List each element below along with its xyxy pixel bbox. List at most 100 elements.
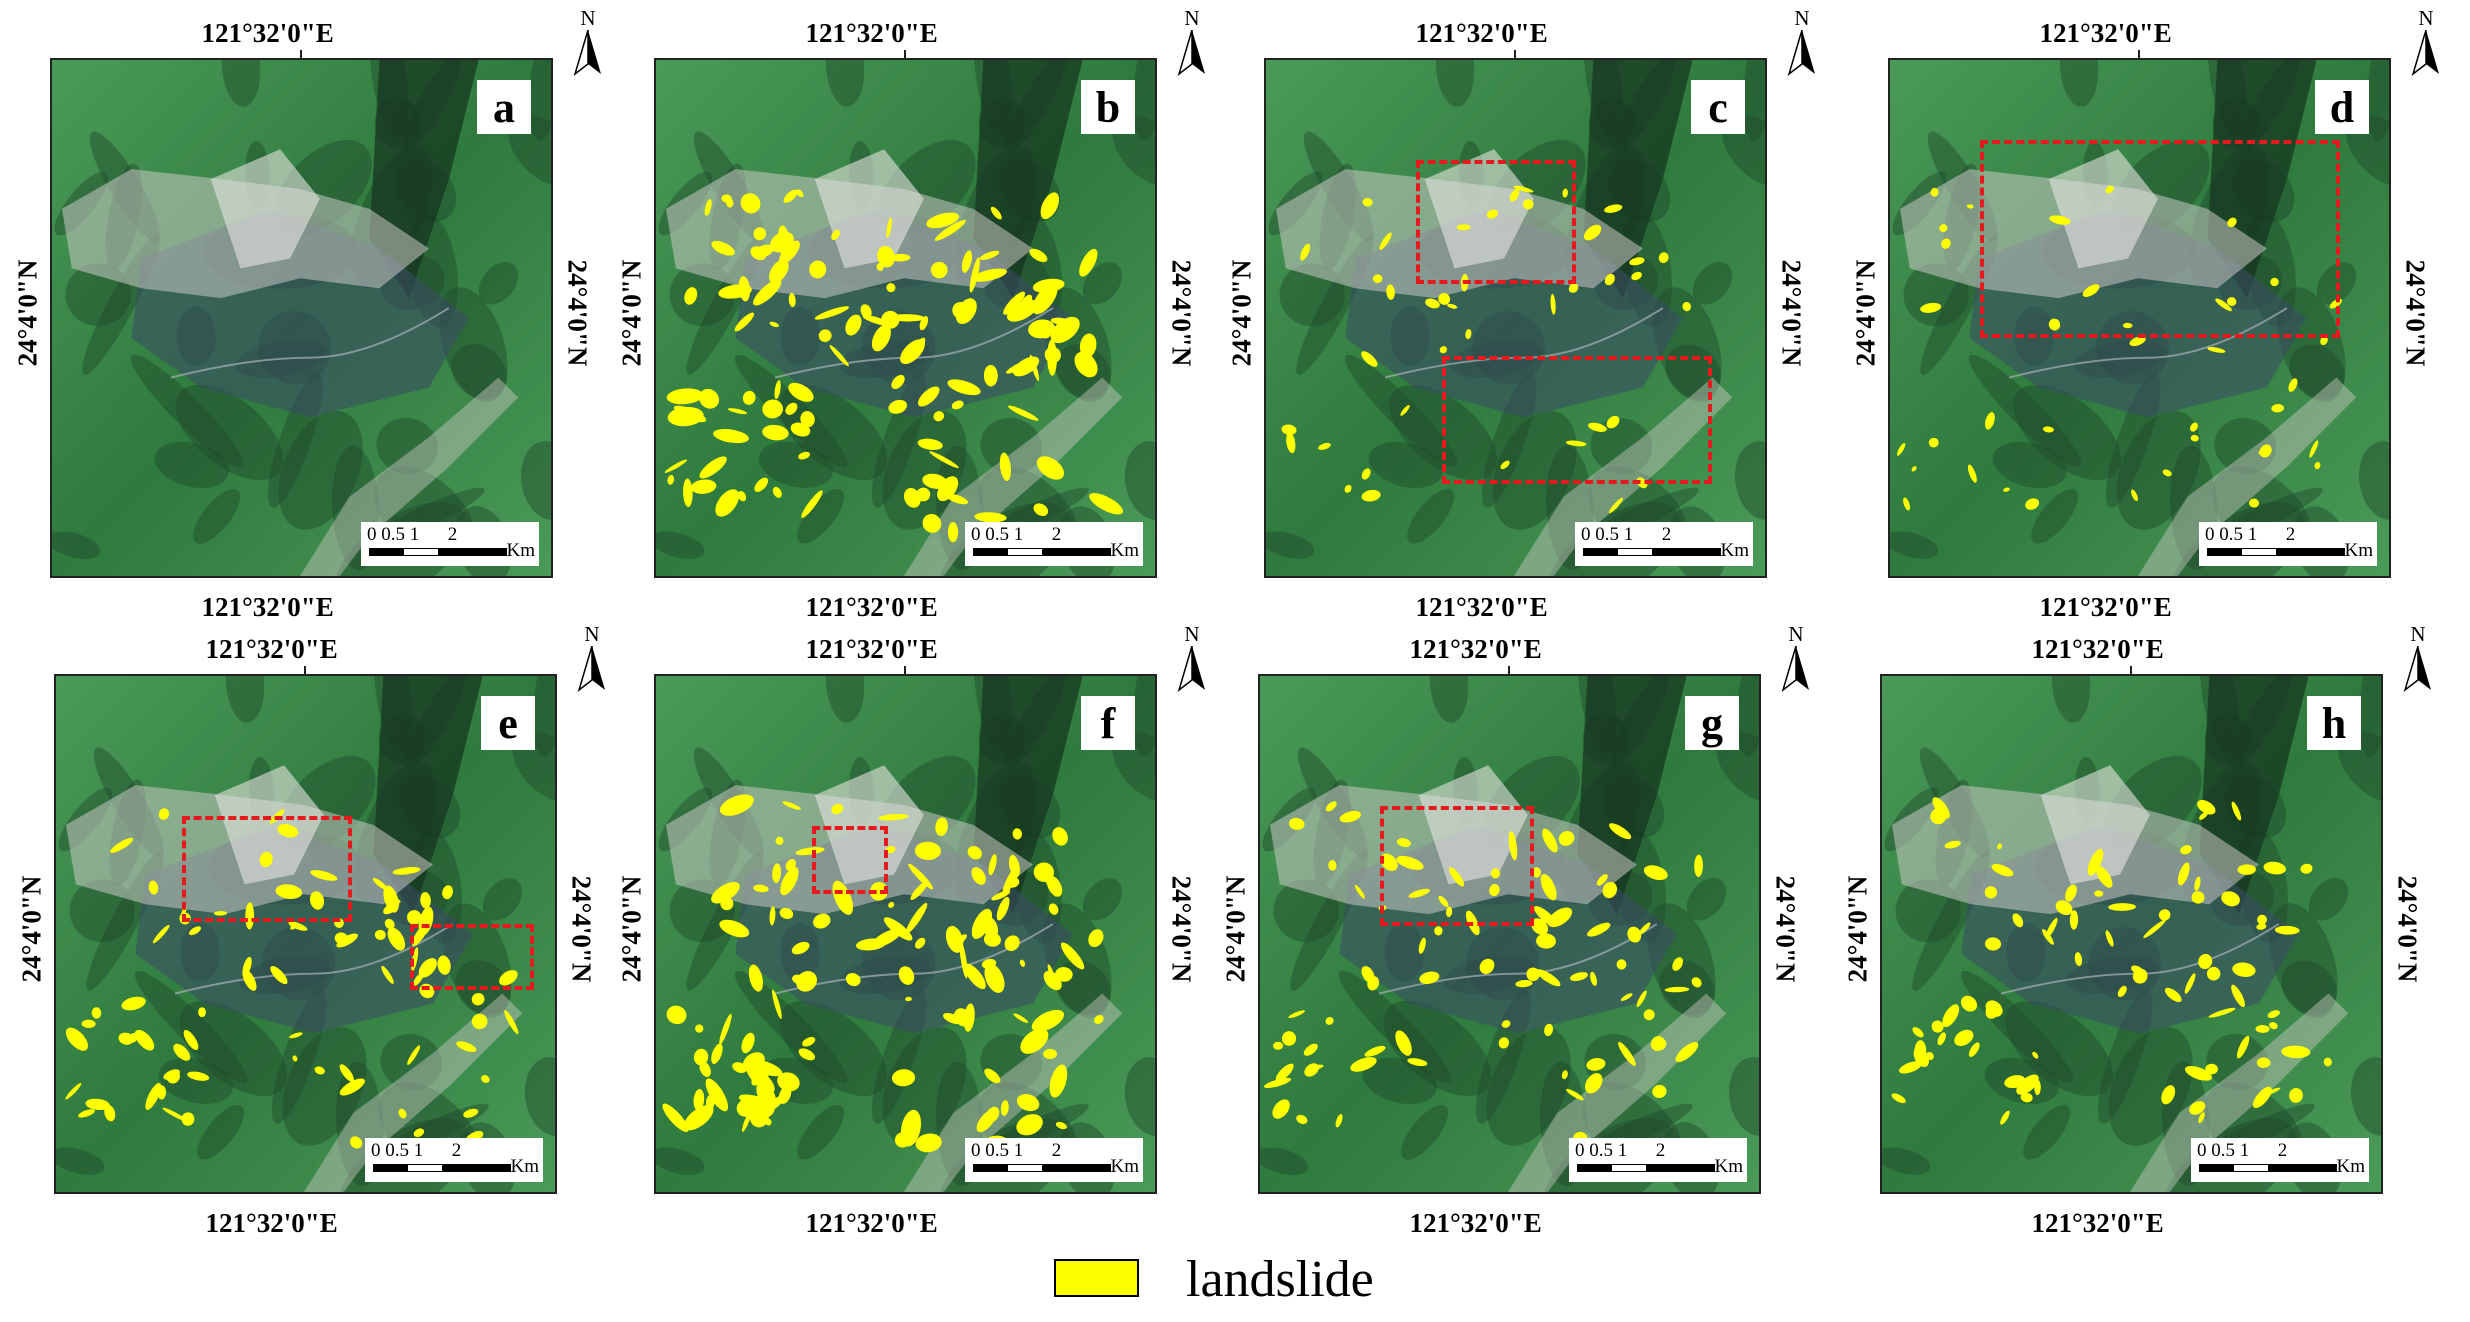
map-panel-c: c 0 0.5 1 2 Km [1264, 58, 1767, 578]
highlight-box [1380, 806, 1534, 926]
scale-bar: 0 0.5 1 2 Km [965, 1138, 1143, 1182]
scale-unit: Km [1110, 540, 1140, 561]
panel-letter: e [481, 696, 535, 750]
north-label: N [1788, 622, 1804, 646]
scale-bar-graphic [2207, 548, 2345, 556]
north-arrow-icon: N [1779, 622, 1813, 692]
scale-bar-graphic [373, 1164, 511, 1172]
lon-tick [1513, 50, 1516, 60]
map-panel-a: a 0 0.5 1 2 Km [50, 58, 553, 578]
scale-numbers: 0 0.5 1 2 [367, 524, 458, 545]
panel-letter: d [2315, 80, 2369, 134]
scale-numbers: 0 0.5 1 2 [1581, 524, 1672, 545]
lon-tick [303, 666, 306, 676]
lon-label-top: 121°32'0"E [805, 18, 938, 48]
scale-unit: Km [2344, 540, 2374, 561]
map-panel-h: h 0 0.5 1 2 Km [1880, 674, 2383, 1194]
lat-label-left: 24°4'0"N [1850, 259, 1881, 367]
highlight-box [1980, 140, 2340, 338]
highlight-box [410, 924, 534, 990]
lat-label-right: 24°4'0"N [562, 259, 593, 367]
panel-letter: h [2307, 696, 2361, 750]
scale-bar: 0 0.5 1 2 Km [2199, 522, 2377, 566]
scale-bar-graphic [973, 1164, 1111, 1172]
lon-label-top: 121°32'0"E [805, 634, 938, 664]
lat-label-right: 24°4'0"N [1166, 259, 1197, 367]
lon-label-bottom: 121°32'0"E [201, 592, 334, 622]
lat-label-right: 24°4'0"N [566, 875, 597, 983]
lon-label-bottom: 121°32'0"E [2039, 592, 2172, 622]
scale-bar-graphic [2199, 1164, 2337, 1172]
scale-bar-graphic [1583, 548, 1721, 556]
scale-numbers: 0 0.5 1 2 [371, 1140, 462, 1161]
panel-letter: a [477, 80, 531, 134]
lon-label-top: 121°32'0"E [1409, 634, 1542, 664]
lat-label-right: 24°4'0"N [1776, 259, 1807, 367]
north-arrow-icon: N [571, 6, 605, 76]
lat-label-left: 24°4'0"N [1220, 875, 1251, 983]
lat-label-right: 24°4'0"N [1770, 875, 1801, 983]
lat-label-left: 24°4'0"N [616, 259, 647, 367]
north-arrow-icon: N [1175, 6, 1209, 76]
lon-label-top: 121°32'0"E [2039, 18, 2172, 48]
map-panel-d: d 0 0.5 1 2 Km [1888, 58, 2391, 578]
highlight-box [812, 826, 888, 894]
north-label: N [580, 6, 596, 30]
north-arrow-icon: N [575, 622, 609, 692]
north-label: N [1794, 6, 1810, 30]
scale-unit: Km [1110, 1156, 1140, 1177]
scale-bar: 0 0.5 1 2 Km [361, 522, 539, 566]
north-label: N [2410, 622, 2426, 646]
legend-label: landslide [1186, 1251, 1374, 1308]
lon-label-bottom: 121°32'0"E [1409, 1208, 1542, 1238]
scale-unit: Km [1720, 540, 1750, 561]
lon-tick [1507, 666, 1510, 676]
lon-label-bottom: 121°32'0"E [805, 592, 938, 622]
highlight-box [1442, 356, 1712, 484]
lon-label-top: 121°32'0"E [1415, 18, 1548, 48]
lon-label-top: 121°32'0"E [205, 634, 338, 664]
panel-letter: c [1691, 80, 1745, 134]
north-label: N [1184, 6, 1200, 30]
map-panel-g: g 0 0.5 1 2 Km [1258, 674, 1761, 1194]
scale-bar: 0 0.5 1 2 Km [1569, 1138, 1747, 1182]
scale-bar-graphic [369, 548, 507, 556]
panel-letter: b [1081, 80, 1135, 134]
lon-label-bottom: 121°32'0"E [2031, 1208, 2164, 1238]
scale-bar: 0 0.5 1 2 Km [965, 522, 1143, 566]
north-label: N [1184, 622, 1200, 646]
scale-unit: Km [510, 1156, 540, 1177]
north-label: N [2418, 6, 2434, 30]
lon-label-top: 121°32'0"E [2031, 634, 2164, 664]
scale-numbers: 0 0.5 1 2 [1575, 1140, 1666, 1161]
north-arrow-icon: N [1785, 6, 1819, 76]
lon-tick [299, 50, 302, 60]
scale-numbers: 0 0.5 1 2 [971, 1140, 1062, 1161]
lon-label-bottom: 121°32'0"E [805, 1208, 938, 1238]
map-panel-b: b 0 0.5 1 2 Km [654, 58, 1157, 578]
lon-label-bottom: 121°32'0"E [1415, 592, 1548, 622]
lon-tick [2137, 50, 2140, 60]
lat-label-right: 24°4'0"N [2400, 259, 2431, 367]
lon-tick [903, 666, 906, 676]
north-arrow-icon: N [2401, 622, 2435, 692]
scale-bar: 0 0.5 1 2 Km [1575, 522, 1753, 566]
highlight-box [182, 816, 352, 922]
lon-tick [2129, 666, 2132, 676]
lat-label-left: 24°4'0"N [16, 875, 47, 983]
lat-label-left: 24°4'0"N [1842, 875, 1873, 983]
map-panel-e: e 0 0.5 1 2 Km [54, 674, 557, 1194]
legend-swatch [1054, 1259, 1139, 1297]
scale-numbers: 0 0.5 1 2 [2197, 1140, 2288, 1161]
scale-numbers: 0 0.5 1 2 [971, 524, 1062, 545]
panel-letter: g [1685, 696, 1739, 750]
lon-tick [903, 50, 906, 60]
lat-label-left: 24°4'0"N [12, 259, 43, 367]
scale-numbers: 0 0.5 1 2 [2205, 524, 2296, 545]
north-label: N [584, 622, 600, 646]
highlight-box [1416, 160, 1576, 284]
scale-bar: 0 0.5 1 2 Km [365, 1138, 543, 1182]
lat-label-left: 24°4'0"N [1226, 259, 1257, 367]
lat-label-right: 24°4'0"N [2392, 875, 2423, 983]
north-arrow-icon: N [2409, 6, 2443, 76]
